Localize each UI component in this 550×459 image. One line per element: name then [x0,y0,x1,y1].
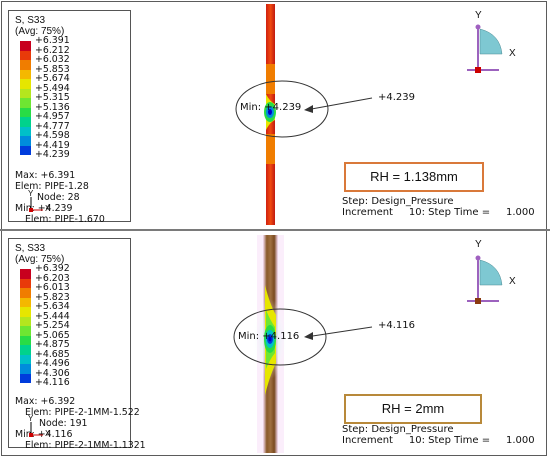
legend-value: +5.634 [35,301,70,312]
legend-value: +4.239 [35,149,70,160]
pipe-contour-plot [235,4,373,225]
legend-value: +4.306 [35,367,70,379]
legend-subtitle: (Avg: 75%) [15,254,65,265]
legend-min: Min: +4.116 [15,429,73,440]
arrow-value: +4.239 [378,92,416,103]
legend-swatch [20,288,31,298]
increment-line: Increment 10: Step Time = 1.000 [342,435,535,446]
axis-triad-icon [467,255,503,304]
legend-swatch [20,373,31,383]
legend-swatch [20,354,31,364]
legend-swatch [20,326,31,336]
mini-axis-x: X [45,429,51,438]
bottom-panel: S, S33 (Avg: 75%) +6.392 +6.203 +6.013 +5.8… [4,235,544,453]
mini-axis-y: Y [28,414,34,423]
legend-value: +6.013 [35,282,70,293]
legend-box: S, S33 (Avg: 75%) +6.391 +6.212 +6.032 +5.8… [8,10,131,225]
legend-swatch [20,269,31,279]
legend-swatch [20,307,31,317]
legend-value: +5.136 [35,101,70,113]
step-line: Step: Design_Pressure [342,196,454,207]
legend-max-elem: Elem: PIPE-2-1MM-1.522 [25,407,140,418]
legend-swatch [20,278,31,288]
legend-value: +5.494 [35,82,70,94]
legend-min-elem: Elem: PIPE-1.670 [25,214,105,225]
legend-max-elem: Elem: PIPE-1.28 [15,181,89,192]
legend-swatch [20,41,31,51]
legend-swatch [20,297,31,307]
mini-axis-x: X [45,204,51,213]
legend-value: +6.203 [35,272,70,284]
legend-min-elem: Elem: PIPE-2-1MM-1.1321 [25,440,146,451]
legend-value: +6.392 [35,263,70,274]
arrow-value: +4.116 [378,320,416,331]
legend-swatch [20,88,31,98]
legend-value: +4.598 [35,130,70,141]
legend-value: +4.419 [35,139,70,151]
axis-x-label: X [509,48,516,59]
increment-line: Increment 10: Step Time = 1.000 [342,207,535,218]
legend-color-bar [20,41,31,155]
legend-swatch [20,345,31,355]
legend-value: +5.254 [35,320,70,331]
legend-box: S, S33 (Avg: 75%) +6.392 +6.203 +6.013 +5.8… [8,238,146,451]
legend-swatch [20,136,31,146]
legend-swatch [20,364,31,374]
mini-triad-icon [29,422,43,437]
legend-swatch [20,117,31,127]
mini-axis-y: Y [28,189,34,198]
legend-value: +4.957 [35,111,70,122]
legend-node: Node: 191 [39,418,88,429]
legend-swatch [20,69,31,79]
legend-max: Max: +6.392 [15,396,76,407]
legend-min: Min: +4.239 [15,203,73,214]
rh-label-box: RH = 2mm [344,394,482,424]
legend-value: +5.315 [35,92,70,103]
axis-x-label: X [509,276,516,287]
top-panel: S, S33 (Avg: 75%) +6.391 +6.212 +6.032 +5.8… [4,4,544,225]
legend-value: +4.777 [35,120,70,132]
legend-swatch [20,107,31,117]
mini-triad-icon [29,197,43,212]
legend-title: S, S33 [15,15,46,26]
legend-swatch [20,79,31,89]
axis-y-label: Y [475,10,482,21]
legend-value: +4.875 [35,339,70,350]
axis-y-label: Y [475,239,482,250]
rh-label-box: RH = 1.138mm [344,162,484,192]
legend-value: +6.212 [35,44,70,56]
legend-swatch [20,50,31,60]
legend-value: +5.823 [35,291,70,303]
legend-value: +4.116 [35,377,70,388]
legend-max: Max: +6.391 [15,170,76,181]
legend-swatch [20,145,31,155]
legend-title: S, S33 [15,243,46,254]
legend-subtitle: (Avg: 75%) [15,26,65,37]
legend-value: +4.496 [35,358,70,369]
legend-value: +6.391 [35,35,70,46]
legend-value: +4.685 [35,348,70,360]
axis-triad-icon [467,24,503,73]
legend-swatch [20,60,31,70]
legend-swatch [20,335,31,345]
pipe-contour-plot [233,235,373,453]
min-label: Min: +4.239 [240,102,302,113]
legend-value: +5.065 [35,329,70,341]
legend-node: Node: 28 [37,192,80,203]
panel-separator [0,229,550,231]
legend-value: +5.444 [35,310,70,322]
step-line: Step: Design_Pressure [342,424,454,435]
legend-swatch [20,98,31,108]
legend-color-bar [20,269,31,383]
legend-value: +5.674 [35,73,70,84]
legend-swatch [20,316,31,326]
legend-swatch [20,126,31,136]
legend-value: +6.032 [35,54,70,65]
min-label: Min: +4.116 [238,331,300,342]
legend-value: +5.853 [35,63,70,75]
